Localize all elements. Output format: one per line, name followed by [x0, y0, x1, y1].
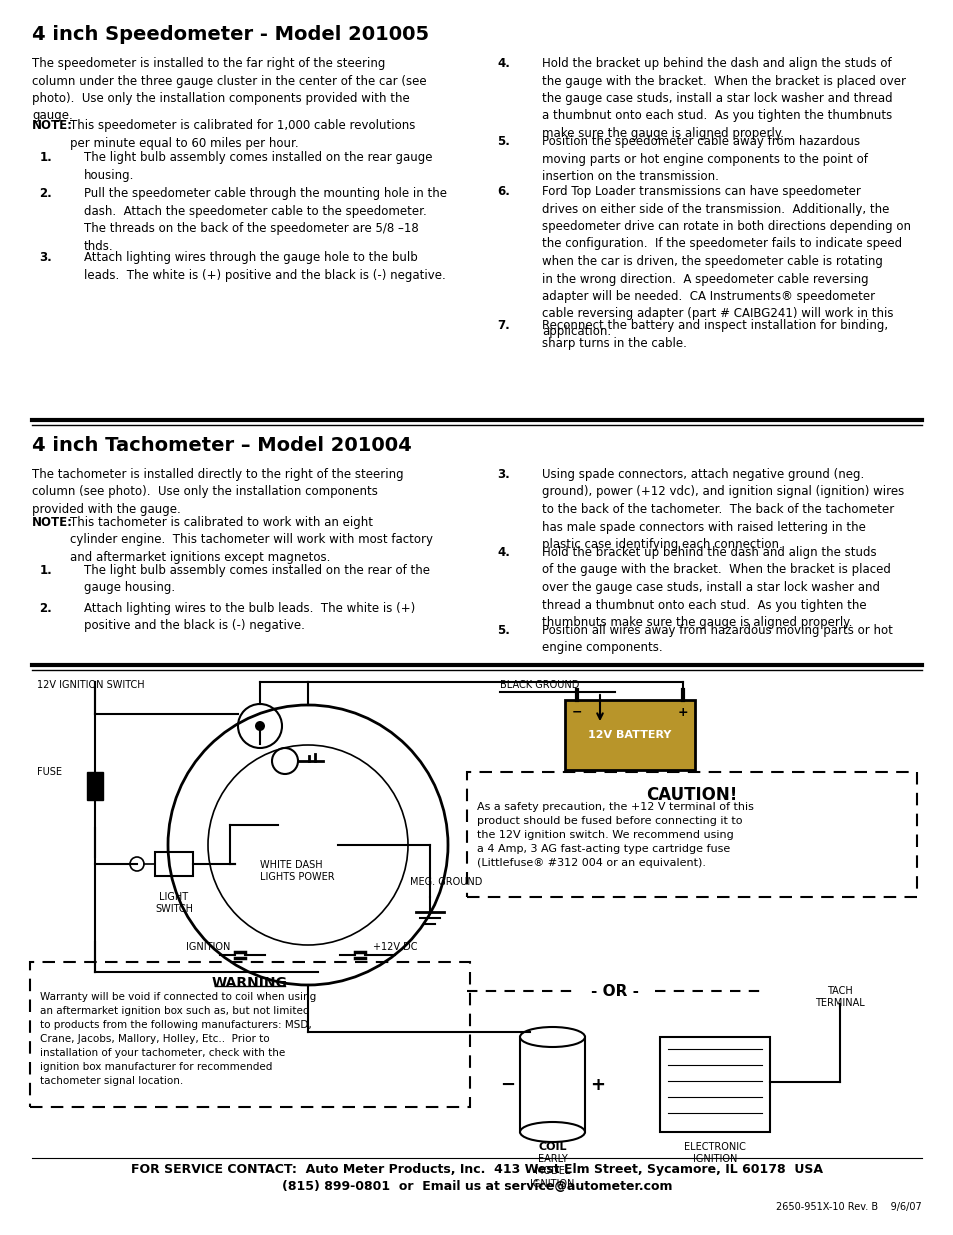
Text: +: +: [677, 706, 688, 719]
Text: 5.: 5.: [497, 624, 510, 637]
Text: 7.: 7.: [497, 319, 510, 332]
Text: EARLY
MODEL
IGNITION: EARLY MODEL IGNITION: [530, 1153, 574, 1189]
Text: Ford Top Loader transmissions can have speedometer
drives on either side of the : Ford Top Loader transmissions can have s…: [541, 185, 910, 338]
Text: 1.: 1.: [39, 564, 52, 577]
Circle shape: [254, 721, 265, 731]
Text: (815) 899-0801  or  Email us at service@autometer.com: (815) 899-0801 or Email us at service@au…: [281, 1179, 672, 1193]
Text: Hold the bracket up behind the dash and align the studs
of the gauge with the br: Hold the bracket up behind the dash and …: [541, 546, 890, 629]
Text: 2650-951X-10 Rev. B    9/6/07: 2650-951X-10 Rev. B 9/6/07: [776, 1202, 921, 1212]
Text: This tachometer is calibrated to work with an eight
cylinder engine.  This tacho: This tachometer is calibrated to work wi…: [70, 516, 433, 564]
Text: Position all wires away from hazardous moving parts or hot
engine components.: Position all wires away from hazardous m…: [541, 624, 892, 655]
Text: COIL: COIL: [537, 1142, 566, 1152]
Bar: [154, 852, 193, 876]
Text: The light bulb assembly comes installed on the rear of the
gauge housing.: The light bulb assembly comes installed …: [84, 564, 430, 594]
Text: FUSE: FUSE: [37, 767, 62, 777]
Text: MEG. GROUND: MEG. GROUND: [410, 877, 482, 887]
Bar: [564, 700, 695, 769]
Bar: [519, 1037, 584, 1132]
Text: +12V DC: +12V DC: [373, 942, 417, 952]
Text: −: −: [499, 1076, 515, 1093]
Text: LIGHT
SWITCH: LIGHT SWITCH: [154, 892, 193, 914]
Text: Warranty will be void if connected to coil when using
an aftermarket ignition bo: Warranty will be void if connected to co…: [40, 992, 315, 1086]
Text: 12V BATTERY: 12V BATTERY: [588, 730, 671, 740]
Text: 4.: 4.: [497, 546, 510, 559]
Text: 6.: 6.: [497, 185, 510, 198]
Text: The tachometer is installed directly to the right of the steering
column (see ph: The tachometer is installed directly to …: [32, 468, 403, 516]
Text: Using spade connectors, attach negative ground (neg.
ground), power (+12 vdc), a: Using spade connectors, attach negative …: [541, 468, 903, 551]
Text: 2.: 2.: [39, 186, 52, 200]
Text: 5.: 5.: [497, 135, 510, 148]
Text: ELECTRONIC
IGNITION: ELECTRONIC IGNITION: [683, 1142, 745, 1165]
Text: TACH
TERMINAL: TACH TERMINAL: [814, 986, 864, 1009]
Text: −: −: [571, 706, 581, 719]
Text: The light bulb assembly comes installed on the rear gauge
housing.: The light bulb assembly comes installed …: [84, 151, 432, 182]
Text: Reconnect the battery and inspect installation for binding,
sharp turns in the c: Reconnect the battery and inspect instal…: [541, 319, 887, 350]
Text: 4 inch Speedometer - Model 201005: 4 inch Speedometer - Model 201005: [32, 25, 429, 44]
Text: Attach lighting wires through the gauge hole to the bulb
leads.  The white is (+: Attach lighting wires through the gauge …: [84, 251, 445, 282]
Text: - OR -: - OR -: [590, 984, 639, 999]
Ellipse shape: [519, 1028, 584, 1047]
Text: WARNING: WARNING: [212, 976, 288, 990]
Text: 3.: 3.: [497, 468, 510, 480]
Text: 2.: 2.: [39, 601, 52, 615]
Text: 4 inch Tachometer – Model 201004: 4 inch Tachometer – Model 201004: [32, 436, 412, 454]
Text: +: +: [589, 1076, 604, 1093]
Text: The speedometer is installed to the far right of the steering
column under the t: The speedometer is installed to the far …: [32, 57, 426, 122]
Text: Pull the speedometer cable through the mounting hole in the
dash.  Attach the sp: Pull the speedometer cable through the m…: [84, 186, 447, 252]
Text: 1.: 1.: [39, 151, 52, 164]
Text: NOTE:: NOTE:: [32, 119, 73, 132]
Text: IGNITION: IGNITION: [186, 942, 230, 952]
Bar: [87, 772, 103, 800]
Text: Hold the bracket up behind the dash and align the studs of
the gauge with the br: Hold the bracket up behind the dash and …: [541, 57, 905, 140]
Bar: [659, 1037, 769, 1132]
Text: NOTE:: NOTE:: [32, 516, 73, 529]
Text: Attach lighting wires to the bulb leads.  The white is (+)
positive and the blac: Attach lighting wires to the bulb leads.…: [84, 601, 415, 632]
Ellipse shape: [519, 1123, 584, 1142]
Text: 4.: 4.: [497, 57, 510, 70]
Text: 12V IGNITION SWITCH: 12V IGNITION SWITCH: [37, 680, 145, 690]
Text: 3.: 3.: [39, 251, 52, 264]
Text: As a safety precaution, the +12 V terminal of this
product should be fused befor: As a safety precaution, the +12 V termin…: [476, 802, 753, 868]
Text: CAUTION!: CAUTION!: [645, 785, 737, 804]
Text: Position the speedometer cable away from hazardous
moving parts or hot engine co: Position the speedometer cable away from…: [541, 135, 867, 183]
Text: BLACK GROUND: BLACK GROUND: [499, 680, 578, 690]
Text: WHITE DASH
LIGHTS POWER: WHITE DASH LIGHTS POWER: [260, 860, 335, 882]
Text: This speedometer is calibrated for 1,000 cable revolutions
per minute equal to 6: This speedometer is calibrated for 1,000…: [70, 119, 415, 149]
Text: FOR SERVICE CONTACT:  Auto Meter Products, Inc.  413 West Elm Street, Sycamore, : FOR SERVICE CONTACT: Auto Meter Products…: [131, 1163, 822, 1176]
